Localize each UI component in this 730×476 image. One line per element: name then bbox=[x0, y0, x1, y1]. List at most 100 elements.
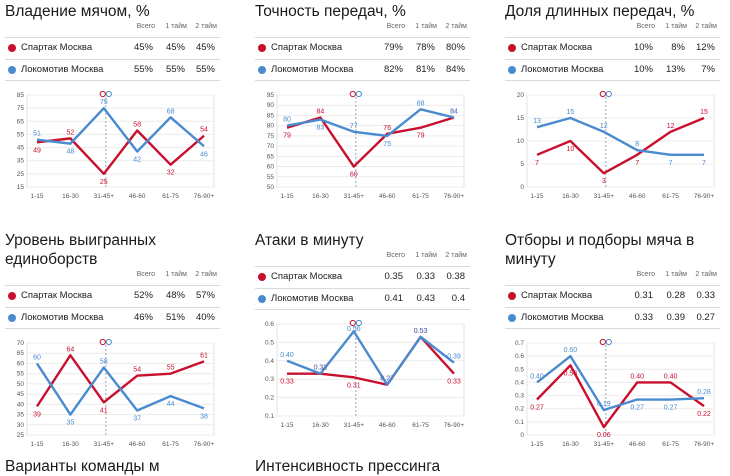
y-tick-label: 75 bbox=[267, 133, 275, 140]
data-label: 8 bbox=[635, 141, 639, 148]
x-tick-label: 16-30 bbox=[562, 193, 579, 200]
y-tick-label: 15 bbox=[517, 115, 525, 122]
y-tick-label: 0.2 bbox=[265, 395, 274, 402]
plot-area bbox=[276, 323, 465, 417]
data-label: 0.33 bbox=[447, 379, 461, 386]
team-value: 48% bbox=[165, 290, 185, 301]
data-label: 79 bbox=[283, 133, 291, 140]
team-value: 10% bbox=[633, 64, 653, 75]
data-label: 0.39 bbox=[447, 354, 461, 361]
data-label: 12 bbox=[600, 123, 608, 130]
team-value: 81% bbox=[415, 64, 435, 75]
team-color-dot bbox=[258, 273, 266, 281]
y-tick-label: 45 bbox=[17, 145, 25, 152]
y-tick-label: 85 bbox=[267, 112, 275, 119]
team-row: Локомотив Москва 10% 13% 7% bbox=[505, 59, 720, 81]
series-line bbox=[286, 330, 455, 386]
team-value: 55% bbox=[133, 64, 153, 75]
data-label: 0.27 bbox=[664, 405, 678, 412]
stat-panel: Уровень выигранных единоборств Всего 1 тайм… bbox=[5, 231, 220, 461]
data-label: 0.06 bbox=[597, 432, 611, 439]
column-header: 1 тайм bbox=[165, 23, 187, 30]
ball-icon bbox=[355, 319, 362, 327]
team-name: Спартак Москва bbox=[21, 42, 93, 53]
x-tick-label: 31-45+ bbox=[94, 193, 115, 200]
data-label: 39 bbox=[33, 411, 41, 418]
x-tick-label: 76-90+ bbox=[444, 193, 465, 200]
y-tick-label: 95 bbox=[267, 92, 275, 99]
y-tick-label: 25 bbox=[17, 432, 25, 439]
x-tick-label: 16-30 bbox=[312, 422, 329, 429]
data-label: 25 bbox=[100, 179, 108, 186]
data-label: 38 bbox=[200, 413, 208, 420]
x-tick-label: 46-60 bbox=[629, 441, 646, 448]
y-tick-label: 0.7 bbox=[515, 340, 524, 347]
data-label: 41 bbox=[100, 407, 108, 414]
column-header: Всего bbox=[386, 252, 405, 259]
team-row: Локомотив Москва 82% 81% 84% bbox=[255, 59, 470, 81]
team-color-dot bbox=[8, 314, 16, 322]
plot-area bbox=[276, 94, 465, 188]
team-value: 52% bbox=[133, 290, 153, 301]
column-header: 1 тайм bbox=[165, 271, 187, 278]
panel-title: единоборств bbox=[5, 251, 98, 268]
x-tick-label: 46-60 bbox=[129, 193, 146, 200]
team-value: 0.33 bbox=[634, 312, 654, 323]
data-label: 0.31 bbox=[347, 382, 361, 389]
data-label: 0.40 bbox=[630, 373, 644, 380]
team-value: 78% bbox=[415, 42, 435, 53]
data-label: 32 bbox=[167, 170, 175, 177]
series-line bbox=[36, 129, 205, 176]
team-color-dot bbox=[8, 292, 16, 300]
data-label: 0.27 bbox=[530, 405, 544, 412]
y-tick-label: 60 bbox=[17, 360, 25, 367]
data-label: 12 bbox=[667, 123, 675, 130]
y-tick-label: 55 bbox=[17, 371, 25, 378]
team-value: 40% bbox=[195, 312, 215, 323]
data-label: 0.40 bbox=[530, 373, 544, 380]
team-value: 0.39 bbox=[666, 312, 686, 323]
column-header: 2 тайм bbox=[445, 23, 467, 30]
team-value: 0.33 bbox=[416, 271, 436, 282]
column-header: 1 тайм bbox=[665, 23, 687, 30]
stat-panel: Доля длинных передач, % Всего 1 тайм 2 тайм… bbox=[505, 2, 720, 232]
data-label: 15 bbox=[567, 109, 575, 116]
ball-icon bbox=[105, 338, 112, 346]
team-name: Локомотив Москва bbox=[521, 64, 604, 75]
y-tick-label: 65 bbox=[17, 350, 25, 357]
data-label: 7 bbox=[535, 160, 539, 167]
data-label: 3 bbox=[602, 178, 606, 185]
y-tick-label: 50 bbox=[17, 381, 25, 388]
x-tick-label: 1-15 bbox=[530, 441, 543, 448]
x-tick-label: 61-75 bbox=[662, 441, 679, 448]
data-label: 84 bbox=[450, 108, 458, 115]
team-color-dot bbox=[508, 66, 516, 74]
data-label: 58 bbox=[133, 121, 141, 128]
y-tick-label: 0 bbox=[520, 432, 524, 439]
line-chart: 0 0.1 0.2 0.3 0.4 0.5 0.6 0.7 1-15 16-30 31-45+ 46-… bbox=[515, 338, 715, 448]
ball-icon bbox=[599, 90, 606, 98]
data-label: 54 bbox=[200, 127, 208, 134]
data-label: 76 bbox=[383, 125, 391, 132]
team-value: 57% bbox=[195, 290, 215, 301]
data-label: 49 bbox=[33, 147, 41, 154]
series-line bbox=[286, 116, 455, 168]
data-label: 61 bbox=[200, 352, 208, 359]
y-tick-label: 0.1 bbox=[515, 419, 524, 426]
x-tick-label: 31-45+ bbox=[344, 193, 365, 200]
series-line bbox=[536, 116, 704, 157]
data-label: 0.22 bbox=[697, 411, 711, 418]
team-row: Локомотив Москва 55% 55% 55% bbox=[5, 59, 220, 81]
data-label: 15 bbox=[700, 109, 708, 116]
data-label: 44 bbox=[167, 401, 175, 408]
column-header: 2 тайм bbox=[695, 271, 717, 278]
y-tick-label: 5 bbox=[520, 161, 524, 168]
data-label: 55 bbox=[167, 365, 175, 372]
data-label: 88 bbox=[417, 100, 425, 107]
data-label: 0.27 bbox=[630, 405, 644, 412]
team-value: 45% bbox=[133, 42, 153, 53]
column-header: 1 тайм bbox=[415, 252, 437, 259]
y-tick-label: 0 bbox=[520, 184, 524, 191]
x-tick-label: 76-90+ bbox=[694, 193, 715, 200]
series-line bbox=[35, 362, 205, 416]
